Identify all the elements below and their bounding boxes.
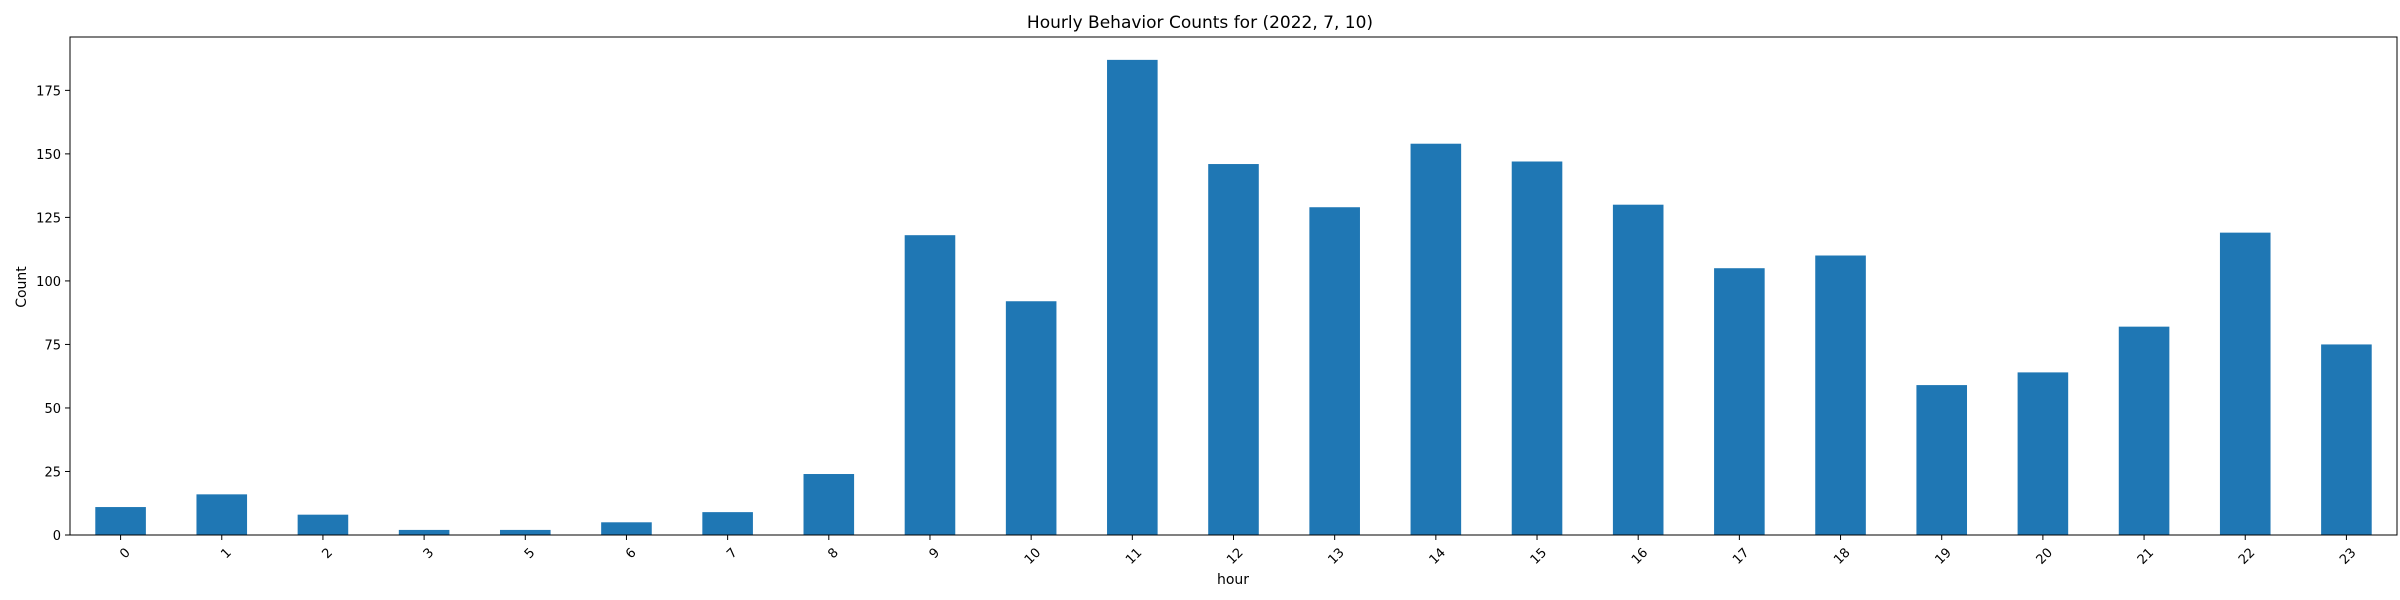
x-tick-label: 12 — [1224, 545, 1246, 567]
bar-14 — [1410, 143, 1462, 535]
y-tick-label: 50 — [44, 402, 61, 417]
x-tick-label: 23 — [2337, 545, 2359, 567]
bar-22 — [2219, 232, 2271, 535]
bar-6 — [601, 522, 652, 535]
bar-3 — [398, 529, 450, 535]
y-axis-title: Count — [14, 266, 30, 308]
bar-20 — [2017, 372, 2069, 535]
x-tick-label: 14 — [1427, 545, 1449, 567]
x-tick-label: 8 — [825, 545, 841, 561]
bar-2 — [297, 514, 349, 535]
bar-13 — [1309, 207, 1360, 536]
bar-18 — [1815, 255, 1866, 536]
x-tick-label: 19 — [1932, 545, 1954, 567]
x-tick-label: 20 — [2034, 545, 2056, 567]
x-tick-label: 10 — [1022, 545, 1044, 567]
x-tick-label: 13 — [1325, 545, 1347, 567]
bar-21 — [2118, 326, 2170, 535]
bar-5 — [499, 529, 551, 535]
bar-9 — [904, 235, 956, 536]
bar-12 — [1208, 164, 1259, 535]
chart-title: Hourly Behavior Counts for (2022, 7, 10) — [1027, 13, 1373, 33]
bar-15 — [1511, 161, 1563, 535]
y-tick-label: 175 — [36, 84, 61, 99]
bar-17 — [1714, 268, 1765, 535]
bar-7 — [702, 512, 753, 535]
y-tick-label: 0 — [53, 529, 61, 544]
y-tick-label: 100 — [36, 275, 61, 290]
bar-8 — [803, 474, 855, 535]
y-tick-label: 150 — [36, 148, 61, 163]
x-tick-label: 15 — [1528, 545, 1550, 567]
y-tick-label: 75 — [44, 338, 61, 353]
x-tick-label: 17 — [1730, 545, 1752, 567]
x-tick-label: 21 — [2135, 545, 2157, 567]
x-tick-label: 18 — [1831, 545, 1853, 567]
x-tick-label: 9 — [927, 545, 943, 561]
bar-1 — [196, 494, 248, 535]
x-tick-label: 3 — [421, 545, 437, 561]
y-tick-label: 25 — [44, 465, 61, 480]
bar-10 — [1005, 301, 1057, 535]
x-axis-title: hour — [1217, 572, 1249, 588]
x-tick-label: 1 — [218, 545, 234, 561]
plot-frame — [69, 36, 2398, 536]
x-tick-label: 7 — [724, 545, 740, 561]
x-tick-label: 6 — [623, 545, 639, 561]
x-tick-label: 2 — [320, 545, 336, 561]
bar-0 — [95, 507, 146, 535]
x-tick-label: 11 — [1123, 545, 1145, 567]
y-ticks-group: 0 25 50 75 100 125 150 175 — [36, 84, 70, 544]
bar-16 — [1612, 204, 1664, 535]
bars-group — [95, 59, 2372, 536]
x-ticks-group: 0 1 2 3 5 6 7 8 9 10 11 12 13 14 15 16 17 18 19 20 21 22 23 — [117, 535, 2359, 568]
x-tick-label: 22 — [2236, 545, 2258, 567]
bar-23 — [2321, 344, 2372, 535]
x-tick-label: 0 — [117, 545, 133, 561]
bar-11 — [1107, 59, 1158, 536]
x-tick-label: 16 — [1629, 545, 1651, 567]
y-tick-label: 125 — [36, 211, 61, 226]
x-tick-label: 5 — [522, 545, 538, 561]
bar-19 — [1916, 385, 1968, 535]
